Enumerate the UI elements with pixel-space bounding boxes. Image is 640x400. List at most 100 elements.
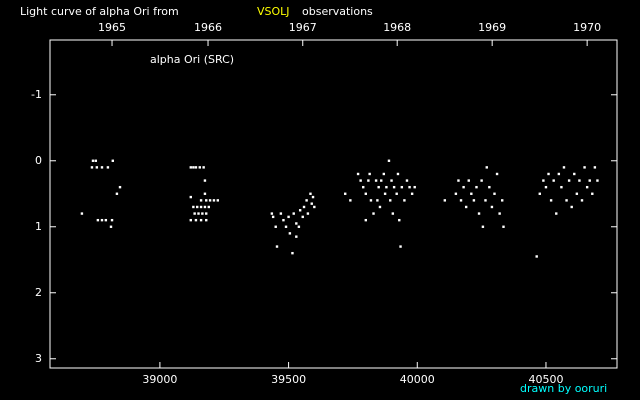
- data-point: [96, 218, 100, 222]
- data-point: [313, 205, 316, 209]
- data-point: [443, 199, 447, 202]
- data-point: [199, 205, 203, 209]
- x-tick-label: 39000: [142, 373, 177, 386]
- data-point: [376, 199, 379, 202]
- data-point: [570, 205, 573, 209]
- data-point: [349, 199, 352, 202]
- data-point: [106, 166, 110, 169]
- data-point: [392, 185, 396, 189]
- data-point: [301, 215, 304, 219]
- data-point: [311, 195, 315, 199]
- data-point: [585, 185, 589, 189]
- data-point: [557, 172, 561, 176]
- data-point: [310, 202, 313, 205]
- data-point: [202, 166, 205, 169]
- data-point: [383, 192, 387, 195]
- data-point: [562, 166, 566, 169]
- data-point: [287, 215, 290, 219]
- x2-tick-label: 1969: [478, 21, 506, 34]
- data-point: [364, 218, 368, 222]
- data-point: [359, 179, 362, 182]
- data-point: [385, 185, 388, 189]
- data-point: [578, 179, 581, 182]
- data-point: [459, 199, 463, 202]
- data-point: [196, 205, 199, 209]
- data-point: [364, 192, 368, 195]
- data-point: [194, 218, 198, 222]
- data-point: [501, 199, 504, 202]
- data-point: [484, 199, 487, 202]
- data-point: [198, 166, 201, 169]
- data-point: [573, 172, 576, 176]
- data-point: [271, 215, 275, 219]
- data-point: [100, 218, 104, 222]
- data-point: [288, 232, 292, 235]
- data-point: [380, 179, 383, 182]
- data-point: [390, 179, 393, 182]
- data-point: [387, 159, 391, 162]
- data-point: [115, 192, 119, 195]
- data-point: [575, 192, 579, 195]
- data-point: [405, 179, 409, 182]
- data-point: [464, 205, 468, 209]
- data-point: [454, 192, 458, 195]
- data-point: [189, 166, 192, 169]
- annotation: alpha Ori (SRC): [150, 53, 234, 66]
- data-point: [282, 218, 285, 222]
- data-point: [382, 172, 386, 176]
- data-point: [110, 218, 114, 222]
- data-point: [194, 166, 198, 169]
- data-point: [298, 209, 302, 212]
- data-point: [413, 185, 416, 189]
- x2-tick-label: 1967: [289, 21, 317, 34]
- data-point: [90, 166, 94, 169]
- data-point: [203, 192, 207, 195]
- data-point: [542, 179, 545, 182]
- data-point: [467, 179, 470, 182]
- data-point: [583, 166, 586, 169]
- data-point: [538, 192, 541, 195]
- data-point: [389, 199, 392, 202]
- data-point: [555, 212, 558, 215]
- data-point: [369, 199, 373, 202]
- data-point: [193, 212, 196, 215]
- data-point: [596, 179, 599, 182]
- data-point: [302, 205, 306, 209]
- data-point: [475, 185, 478, 189]
- data-point: [279, 212, 283, 215]
- data-point: [567, 179, 571, 182]
- data-point: [493, 192, 496, 195]
- data-point: [297, 225, 301, 228]
- data-point: [502, 225, 505, 228]
- data-point: [292, 212, 295, 215]
- y-tick-label: 2: [35, 286, 42, 299]
- data-point: [80, 212, 84, 215]
- data-point: [189, 218, 192, 222]
- data-point: [368, 172, 371, 176]
- data-point: [205, 218, 208, 222]
- x2-tick-label: 1970: [573, 21, 601, 34]
- data-point: [207, 205, 211, 209]
- data-point: [398, 218, 401, 222]
- x2-tick-label: 1965: [98, 21, 126, 34]
- data-point: [481, 225, 485, 228]
- x-tick-label: 39500: [271, 373, 306, 386]
- data-point: [372, 212, 375, 215]
- data-point: [565, 199, 568, 202]
- y-tick-label: 1: [35, 220, 42, 233]
- data-point: [396, 172, 400, 176]
- data-point: [205, 199, 208, 202]
- data-point: [203, 179, 207, 182]
- data-point: [367, 179, 370, 182]
- data-point: [356, 172, 360, 176]
- data-point: [560, 185, 563, 189]
- data-point: [192, 205, 195, 209]
- data-point: [205, 212, 208, 215]
- data-point: [362, 185, 365, 189]
- data-point: [378, 205, 382, 209]
- data-point: [490, 205, 494, 209]
- data-point: [104, 218, 108, 222]
- credit: drawn by ooruri: [520, 382, 607, 395]
